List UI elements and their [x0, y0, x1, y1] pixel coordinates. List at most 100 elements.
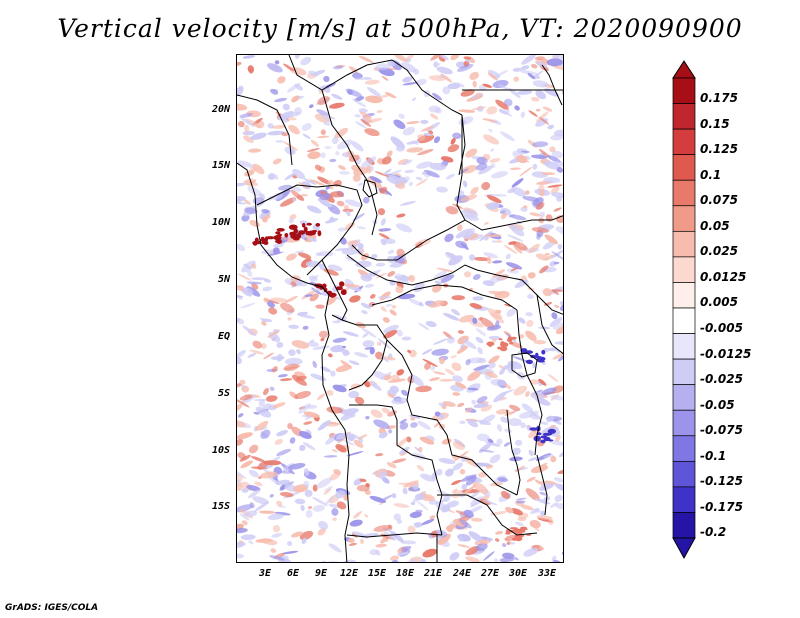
- field-cell: [437, 533, 451, 545]
- field-cell-strong: [515, 535, 523, 542]
- field-cell: [535, 90, 547, 100]
- field-cell: [244, 124, 250, 133]
- field-cell: [375, 543, 387, 548]
- field-cell: [528, 449, 534, 457]
- field-cell: [473, 403, 489, 408]
- field-cell-strong: [499, 346, 508, 352]
- field-cell: [343, 494, 349, 501]
- field-cell: [378, 470, 388, 479]
- field-cell-strong: [263, 240, 269, 245]
- field-cell: [396, 213, 406, 218]
- field-cell: [320, 337, 325, 342]
- field-cell: [409, 374, 424, 387]
- field-cell: [453, 82, 465, 88]
- field-cell: [272, 402, 286, 409]
- field-cell: [482, 280, 495, 287]
- field-cell: [446, 336, 456, 344]
- field-cell: [302, 325, 309, 330]
- field-cell: [467, 370, 482, 382]
- field-cell: [252, 496, 269, 505]
- field-cell: [547, 373, 559, 382]
- field-cell: [544, 234, 558, 245]
- lat-tick: EQ: [217, 331, 230, 342]
- field-cell: [355, 260, 372, 268]
- field-cell: [348, 538, 355, 543]
- colorbar-swatch: [672, 384, 696, 411]
- field-cell: [378, 431, 388, 439]
- field-cell: [340, 411, 356, 421]
- field-cell: [409, 349, 417, 358]
- field-cell: [430, 113, 439, 120]
- field-cell: [432, 284, 442, 293]
- field-cell: [348, 66, 359, 74]
- field-cell: [352, 213, 365, 222]
- field-cell: [317, 96, 330, 106]
- field-cell: [255, 420, 269, 431]
- field-cell-strong: [486, 341, 495, 346]
- field-cell: [409, 511, 422, 518]
- colorbar-label: -0.0125: [700, 346, 752, 361]
- field-cell: [378, 228, 392, 232]
- footer-credit: GrADS: IGES/COLA: [5, 603, 99, 613]
- field-cell: [542, 288, 553, 297]
- field-cell: [268, 476, 280, 486]
- field-cell: [530, 97, 540, 102]
- field-cell: [451, 308, 461, 316]
- field-cell: [317, 135, 330, 139]
- field-cell: [542, 106, 553, 112]
- field-cell: [534, 527, 540, 531]
- colorbar-label: 0.175: [700, 91, 738, 105]
- colorbar-label: 0.1: [700, 167, 722, 182]
- field-cell: [447, 144, 460, 153]
- field-cell: [361, 328, 377, 338]
- field-cell: [535, 108, 541, 112]
- field-cell: [263, 352, 274, 360]
- field-cell: [237, 438, 244, 446]
- field-cell: [417, 149, 434, 156]
- field-cell: [492, 79, 509, 89]
- field-cell: [333, 65, 344, 70]
- field-cell: [515, 500, 526, 504]
- field-cell: [555, 325, 563, 335]
- field-cell: [332, 384, 347, 393]
- field-cell: [527, 294, 534, 299]
- field-cell: [529, 519, 541, 529]
- field-cell: [554, 341, 563, 345]
- border-drc-north: [371, 284, 518, 311]
- field-cell: [298, 431, 312, 439]
- field-cell: [525, 330, 537, 342]
- field-cell: [486, 202, 500, 210]
- field-cell: [237, 553, 245, 559]
- field-cell: [429, 377, 440, 382]
- field-cell: [538, 546, 544, 551]
- field-cell: [269, 494, 274, 498]
- field-cell: [304, 489, 313, 498]
- field-cell: [312, 484, 318, 492]
- field-cell: [488, 335, 501, 340]
- field-cell: [262, 216, 268, 223]
- field-cell: [517, 90, 533, 95]
- field-cell-strong: [276, 236, 280, 243]
- field-cell: [555, 226, 563, 236]
- lon-tick: 6E: [286, 568, 300, 579]
- field-cell: [251, 263, 257, 269]
- field-cell: [312, 360, 317, 368]
- field-cell: [418, 446, 423, 452]
- field-cell: [492, 69, 509, 79]
- field-cell: [492, 269, 506, 278]
- field-cell: [513, 557, 519, 561]
- field-cell: [500, 212, 507, 220]
- colorbar-swatch: [672, 205, 696, 232]
- field-cell: [275, 60, 280, 65]
- field-cell: [458, 535, 464, 542]
- field-cell: [527, 272, 536, 279]
- field-cell: [319, 192, 331, 201]
- field-cell: [526, 319, 534, 328]
- field-cell: [399, 418, 407, 424]
- colorbar-swatch: [672, 282, 696, 309]
- colorbar-swatch: [672, 230, 696, 258]
- field-cell-strong: [288, 224, 298, 230]
- colorbar-label: 0.025: [700, 244, 738, 259]
- field-cell: [377, 295, 392, 299]
- field-cell: [530, 411, 540, 419]
